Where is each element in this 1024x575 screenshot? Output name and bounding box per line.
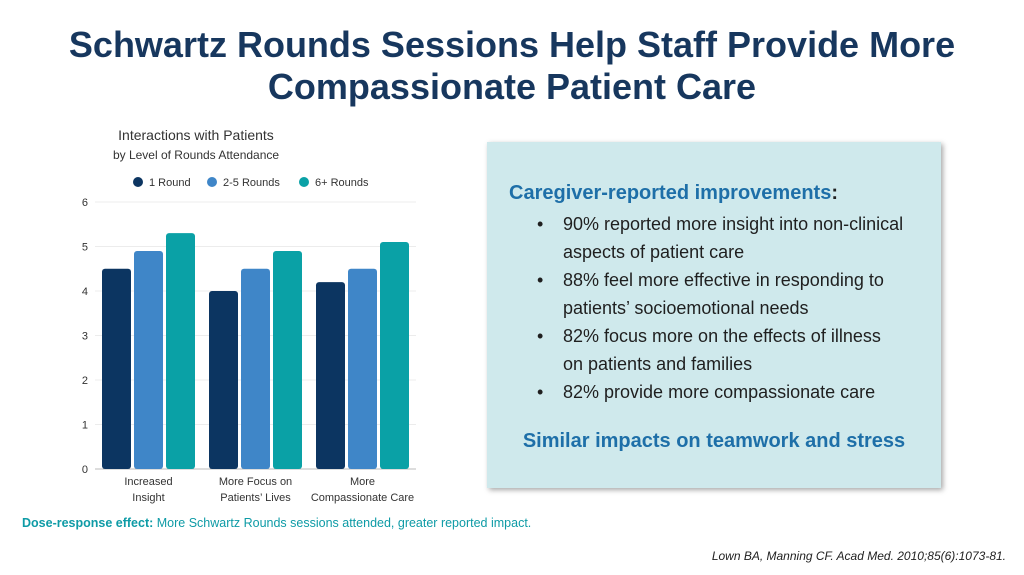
bar bbox=[166, 233, 195, 469]
bar bbox=[316, 282, 345, 469]
bullet-icon: • bbox=[537, 326, 544, 346]
y-tick-label: 0 bbox=[82, 464, 88, 476]
improvements-list: • 90% reported more insight into non-clin… bbox=[533, 210, 933, 406]
improvement-item-line: patients’ socioemotional needs bbox=[563, 298, 809, 318]
bullet-icon: • bbox=[537, 382, 544, 402]
bar bbox=[348, 268, 377, 469]
dose-response-label: Dose-response effect: bbox=[22, 516, 154, 530]
slide-title-line-1: Schwartz Rounds Sessions Help Staff Prov… bbox=[68, 24, 956, 65]
bullet-icon: • bbox=[537, 214, 544, 234]
bar bbox=[134, 250, 163, 469]
legend-label: 2-5 Rounds bbox=[223, 177, 280, 189]
legend-swatch bbox=[207, 177, 217, 187]
improvement-item: • 90% reported more insight into non-clin… bbox=[533, 210, 933, 266]
x-tick-label: Increased bbox=[124, 476, 172, 488]
improvement-item: • 88% feel more effective in responding t… bbox=[533, 266, 933, 322]
legend-swatch bbox=[133, 177, 143, 187]
improvement-item-line: 82% focus more on the effects of illness bbox=[563, 326, 881, 346]
improvement-item-line: on patients and families bbox=[563, 354, 753, 374]
x-tick-label: Patients’ Lives bbox=[220, 492, 291, 504]
chart-title: Interactions with Patients bbox=[118, 127, 274, 143]
y-tick-label: 6 bbox=[82, 197, 88, 209]
improvement-item-line: aspects of patient care bbox=[563, 242, 745, 262]
bullet-icon: • bbox=[537, 270, 544, 290]
bar bbox=[380, 242, 409, 469]
x-tick-label: Insight bbox=[132, 492, 164, 504]
y-tick-label: 2 bbox=[82, 375, 88, 387]
panel-heading-colon: : bbox=[831, 182, 838, 204]
x-tick-label: Compassionate Care bbox=[311, 492, 414, 504]
citation: Lown BA, Manning CF. Acad Med. 2010;85(6… bbox=[711, 549, 1006, 563]
x-tick-label: More bbox=[350, 476, 375, 488]
improvement-item: • 82% provide more compassionate care bbox=[533, 378, 933, 406]
legend-label: 6+ Rounds bbox=[315, 177, 369, 189]
attendance-bar-chart: Interactions with Patients by Level of Ro… bbox=[72, 124, 432, 514]
y-tick-label: 1 bbox=[82, 420, 88, 432]
improvement-item-line: 82% provide more compassionate care bbox=[563, 382, 876, 402]
slide-title: Schwartz Rounds Sessions Help Staff Prov… bbox=[0, 24, 1024, 108]
y-tick-label: 5 bbox=[82, 242, 88, 254]
bar bbox=[102, 268, 131, 469]
bar bbox=[241, 268, 270, 469]
improvement-item-line: 90% reported more insight into non-clini… bbox=[563, 214, 904, 234]
dose-response-text: More Schwartz Rounds sessions attended, … bbox=[153, 516, 532, 530]
dose-response-note: Dose-response effect: More Schwartz Roun… bbox=[22, 516, 531, 530]
improvement-item: • 82% focus more on the effects of illnes… bbox=[533, 322, 933, 378]
chart-subtitle: by Level of Rounds Attendance bbox=[113, 148, 279, 162]
bar bbox=[209, 291, 238, 469]
slide-title-line-2: Compassionate Patient Care bbox=[267, 66, 757, 107]
chart-svg: Interactions with Patients by Level of Ro… bbox=[82, 127, 416, 504]
y-tick-label: 4 bbox=[82, 286, 88, 298]
improvements-panel: Caregiver-reported improvements: • 90% re… bbox=[487, 142, 941, 488]
panel-heading: Caregiver-reported improvements: bbox=[509, 182, 838, 205]
legend-label: 1 Round bbox=[149, 177, 191, 189]
x-tick-label: More Focus on bbox=[219, 476, 292, 488]
improvement-item-line: 88% feel more effective in responding to bbox=[563, 270, 884, 290]
panel-heading-text: Caregiver-reported improvements bbox=[509, 182, 832, 204]
y-tick-label: 3 bbox=[82, 331, 88, 343]
bar bbox=[273, 250, 302, 469]
legend-swatch bbox=[299, 177, 309, 187]
panel-footer: Similar impacts on teamwork and stress bbox=[522, 430, 906, 452]
